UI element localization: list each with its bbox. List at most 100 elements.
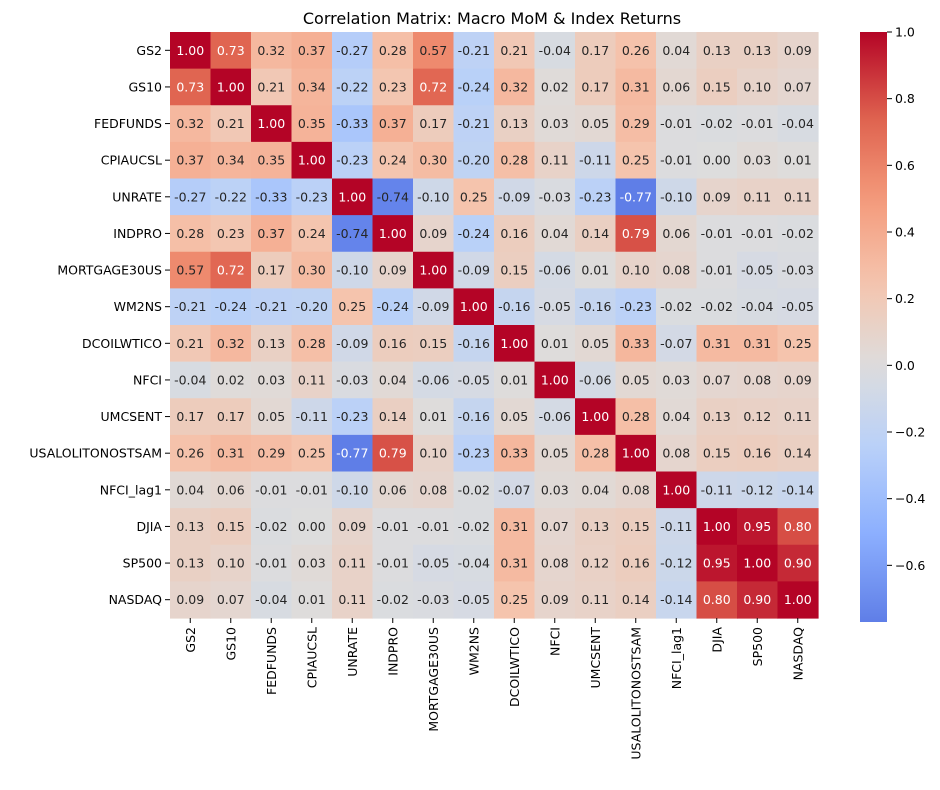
heatmap-cell — [494, 141, 536, 180]
cell-annotation: 0.09 — [784, 372, 812, 387]
heatmap-cell — [575, 398, 617, 436]
cell-annotation: -0.24 — [458, 226, 490, 241]
cell-annotation: -0.06 — [417, 372, 449, 387]
heatmap-cell — [777, 581, 819, 619]
heatmap-cell — [737, 141, 779, 180]
heatmap-cell — [170, 288, 212, 326]
cell-annotation: 0.08 — [419, 482, 447, 497]
cell-annotation: 0.05 — [500, 409, 528, 424]
heatmap-cell — [737, 178, 779, 216]
cell-annotation: -0.07 — [498, 482, 530, 497]
heatmap-cell — [210, 105, 252, 143]
cell-annotation: 1.00 — [743, 556, 771, 571]
cell-annotation: -0.01 — [741, 226, 773, 241]
cell-annotation: -0.16 — [579, 299, 611, 314]
heatmap-cell — [210, 361, 252, 399]
y-tick-label: NFCI — [133, 372, 162, 387]
heatmap-cell — [615, 361, 657, 399]
cell-annotation: 0.09 — [338, 519, 366, 534]
heatmap-cell — [453, 178, 495, 216]
cell-annotation: -0.21 — [458, 43, 490, 58]
heatmap-cell — [413, 434, 455, 473]
heatmap-cell — [170, 434, 212, 473]
heatmap-cell — [372, 68, 414, 106]
heatmap-cell — [170, 544, 212, 582]
heatmap-cell — [494, 361, 536, 399]
heatmap-cell — [251, 471, 293, 509]
cell-annotation: 1.00 — [784, 592, 812, 607]
heatmap-cell — [575, 141, 617, 180]
cell-annotation: 1.00 — [379, 226, 407, 241]
colorbar-tick-label: −0.4 — [895, 491, 925, 506]
x-tick-label: GS10 — [223, 627, 238, 661]
heatmap-cell — [656, 105, 698, 143]
x-tick-label: NASDAQ — [790, 627, 805, 681]
cell-annotation: 0.95 — [703, 556, 731, 571]
heatmap-cell — [291, 68, 333, 106]
heatmap-cell — [737, 361, 779, 399]
heatmap-cell — [494, 508, 536, 546]
colorbar-tick-label: 0.0 — [895, 358, 915, 373]
cell-annotation: -0.01 — [255, 556, 287, 571]
cell-annotation: 0.04 — [379, 372, 407, 387]
heatmap-cell — [413, 581, 455, 619]
heatmap-cell — [453, 215, 495, 253]
cell-annotation: 0.00 — [298, 519, 326, 534]
cell-annotation: 0.04 — [541, 226, 569, 241]
cell-annotation: 0.90 — [743, 592, 771, 607]
heatmap-cell — [291, 178, 333, 216]
cell-annotation: 0.05 — [622, 372, 650, 387]
heatmap-cell — [453, 288, 495, 326]
heatmap-cell — [494, 32, 536, 70]
heatmap-cell — [210, 581, 252, 619]
cell-annotation: -0.03 — [782, 263, 814, 278]
cell-annotation: 0.04 — [176, 482, 204, 497]
cell-annotation: 0.03 — [541, 116, 569, 131]
heatmap-cell — [575, 251, 617, 289]
heatmap-cell — [413, 215, 455, 253]
cell-annotation: 0.30 — [419, 153, 447, 168]
cell-annotation: 0.16 — [743, 446, 771, 461]
cell-annotation: -0.04 — [174, 372, 206, 387]
cell-annotation: 0.04 — [662, 43, 690, 58]
heatmap-cell — [656, 215, 698, 253]
heatmap-cell — [777, 215, 819, 253]
heatmap-cell — [656, 471, 698, 509]
heatmap-cell — [777, 508, 819, 546]
heatmap-cell — [170, 215, 212, 253]
cell-annotation: -0.02 — [458, 519, 490, 534]
cell-annotation: 0.13 — [176, 519, 204, 534]
heatmap-cell — [777, 105, 819, 143]
heatmap-cell — [251, 178, 293, 216]
heatmap-cell — [777, 288, 819, 326]
heatmap-cell — [494, 68, 536, 106]
cell-annotation: 0.31 — [500, 519, 528, 534]
cell-annotation: 0.25 — [500, 592, 528, 607]
cell-annotation: 0.13 — [581, 519, 609, 534]
cell-annotation: -0.10 — [336, 263, 368, 278]
cell-annotation: 0.80 — [703, 592, 731, 607]
cell-annotation: -0.01 — [660, 153, 692, 168]
heatmap-cell — [777, 325, 819, 363]
heatmap-cell — [534, 544, 576, 582]
cell-annotation: 0.79 — [379, 446, 407, 461]
heatmap-cell — [332, 544, 374, 582]
cell-annotation: -0.74 — [377, 189, 409, 204]
cell-annotation: -0.04 — [458, 556, 490, 571]
y-axis-ticks: GS2 GS10 FEDFUNDS CPIAUCSL UNRATE INDPRO MORTG… — [29, 43, 170, 607]
colorbar-tick-label: 0.8 — [895, 91, 915, 106]
x-tick-label: FEDFUNDS — [264, 627, 279, 695]
cell-annotation: 0.21 — [217, 116, 245, 131]
cell-annotation: 1.00 — [541, 372, 569, 387]
heatmap-cell — [575, 288, 617, 326]
cell-annotation: -0.04 — [539, 43, 571, 58]
cell-annotation: 0.09 — [703, 189, 731, 204]
cell-annotation: 0.16 — [622, 556, 650, 571]
heatmap-cell — [413, 105, 455, 143]
cell-annotation: 0.17 — [581, 79, 609, 94]
heatmap-cell — [737, 251, 779, 289]
y-tick-label: CPIAUCSL — [101, 153, 162, 168]
y-tick-label: WM2NS — [114, 299, 162, 314]
heatmap-cell — [372, 508, 414, 546]
cell-annotation: -0.05 — [458, 592, 490, 607]
